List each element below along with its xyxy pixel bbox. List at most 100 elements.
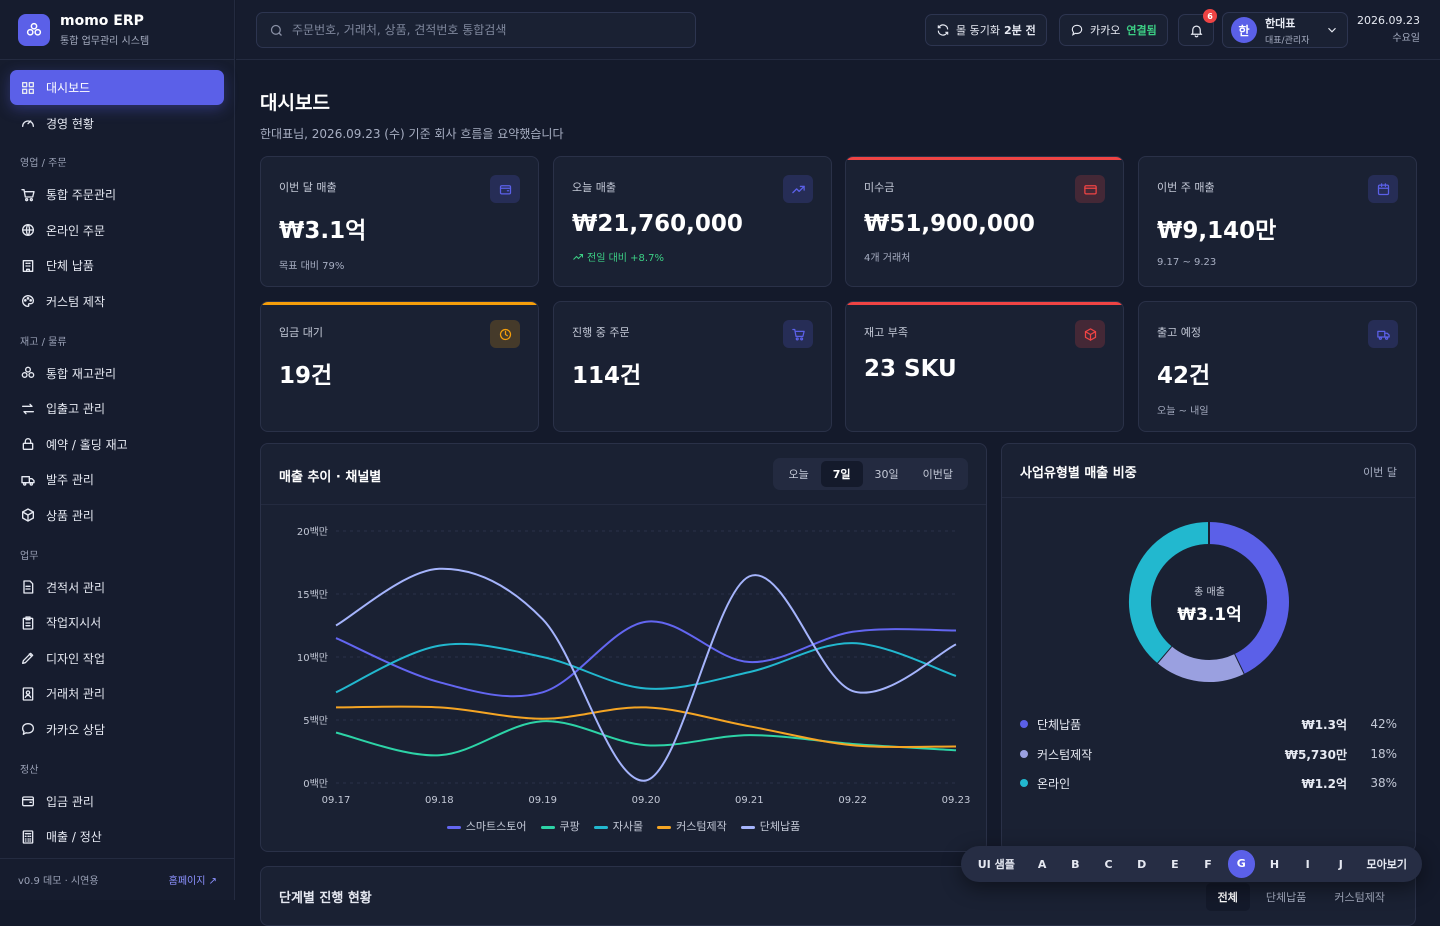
view-all-button[interactable]: 모아보기 [1366, 858, 1407, 871]
nav-item-label: 통합 재고관리 [46, 366, 117, 381]
nav-item[interactable]: 통합 주문관리 [10, 177, 224, 212]
kpi-card[interactable]: 이번 달 매출 ₩3.1억 목표 대비 79% [260, 156, 539, 287]
kpi-label: 이번 주 매출 [1157, 181, 1215, 194]
sample-letter-button[interactable]: H [1269, 857, 1280, 871]
kpi-icon-box [490, 320, 520, 348]
avatar: 한 [1231, 17, 1257, 43]
nav-item[interactable]: 커스텀 제작 [10, 284, 224, 319]
kpi-card[interactable]: 미수금 ₩51,900,000 4개 거래처 [845, 156, 1124, 287]
nav-item-1[interactable]: 경영 현황 [10, 106, 224, 141]
nav-item[interactable]: 발주 관리 [10, 462, 224, 497]
nav-item[interactable]: 거래처 관리 [10, 676, 224, 711]
kpi-label: 입금 대기 [279, 326, 323, 339]
legend-item[interactable]: 커스텀제작 [657, 818, 727, 834]
mix-row[interactable]: 커스텀제작 ₩5,730만 18% [1020, 744, 1397, 764]
legend-item[interactable]: 쿠팡 [540, 818, 580, 834]
legend-item[interactable]: 스마트스토어 [446, 818, 527, 834]
range-tab[interactable]: 오늘 [788, 468, 809, 481]
series-line-0[interactable] [335, 620, 957, 698]
series-line-4[interactable] [335, 567, 957, 782]
user-menu[interactable]: 한 한대표 대표/관리자 [1222, 12, 1348, 48]
kpi-sub: 오늘 ~ 내일 [1157, 402, 1398, 417]
stage-tab[interactable]: 전체 [1205, 883, 1250, 911]
range-selector: 오늘 7일 30일 이번달 [773, 458, 968, 490]
truck-icon [1376, 330, 1390, 340]
search-input[interactable] [292, 23, 672, 37]
nav-item[interactable]: 작업지시서 [10, 605, 224, 640]
nav-item[interactable]: 매출 / 정산 [10, 819, 224, 854]
donut-slice-0[interactable] [1208, 522, 1289, 675]
search-icon [270, 24, 282, 36]
kpi-card[interactable]: 재고 부족 23 SKU [845, 301, 1124, 432]
kpi-value: ₩21,760,000 [572, 211, 743, 237]
series-line-2[interactable] [335, 642, 957, 694]
nav-item-label: 단체 납품 [46, 259, 94, 274]
sample-letter-button[interactable]: I [1305, 857, 1310, 871]
nav-item-label: 온라인 주문 [46, 223, 106, 238]
range-tab[interactable]: 30일 [874, 468, 899, 481]
kpi-value: ₩51,900,000 [864, 211, 1035, 237]
series-line-1[interactable] [335, 720, 957, 757]
kpi-card[interactable]: 진행 중 주문 114건 [553, 301, 832, 432]
mix-row[interactable]: 단체납품 ₩1.3억 42% [1020, 714, 1397, 734]
nav-item[interactable]: 견적서 관리 [10, 570, 224, 605]
legend-label: 단체납품 [759, 820, 801, 833]
brand[interactable]: momo ERP 통합 업무관리 시스템 [0, 0, 234, 60]
x-tick-label: 09.20 [632, 795, 661, 806]
range-tab[interactable]: 7일 [820, 461, 863, 487]
legend-swatch [540, 825, 555, 829]
wallet-icon [499, 184, 511, 194]
kpi-card[interactable]: 이번 주 매출 ₩9,140만 9.17 ~ 9.23 [1138, 156, 1417, 287]
nav-item[interactable]: 상품 관리 [10, 498, 224, 533]
nav-item[interactable]: 예약 / 홀딩 재고 [10, 427, 224, 462]
sample-letter-button[interactable]: A [1037, 857, 1047, 871]
sample-letter-button[interactable]: J [1338, 857, 1343, 871]
nav-item-label: 커스텀 제작 [46, 294, 106, 309]
nav-item[interactable]: 디자인 작업 [10, 641, 224, 676]
kpi-card[interactable]: 오늘 매출 ₩21,760,000 전일 대비 +8.7% [553, 156, 832, 287]
legend-item[interactable]: 자사몰 [593, 818, 643, 834]
x-tick-label: 09.19 [528, 795, 557, 806]
legend-item[interactable]: 단체납품 [740, 818, 801, 834]
nav-item-label: 통합 주문관리 [46, 188, 117, 203]
sample-letter-button[interactable]: F [1204, 857, 1212, 871]
series-line-3[interactable] [335, 705, 957, 749]
sample-letter-button[interactable]: E [1171, 857, 1179, 871]
nav-item[interactable]: 카카오 상담 [10, 712, 224, 747]
clipboard-icon [22, 615, 34, 630]
range-tab[interactable]: 이번달 [922, 468, 953, 481]
brand-name: momo ERP [60, 12, 144, 29]
donut-slice-2[interactable] [1129, 522, 1210, 663]
kpi-sub-text: 목표 대비 79% [279, 261, 345, 272]
nav-item[interactable]: 통합 재고관리 [10, 356, 224, 391]
nav-item[interactable]: 입금 관리 [10, 784, 224, 819]
nav-item[interactable]: 온라인 주문 [10, 213, 224, 248]
search-box[interactable] [256, 12, 696, 48]
kpi-accent-bar [261, 302, 538, 305]
kakao-button[interactable]: 카카오 연결됨 [1059, 14, 1168, 46]
mix-row[interactable]: 온라인 ₩1.2억 38% [1020, 773, 1397, 793]
mix-percent: 42% [1370, 717, 1397, 731]
current-date: 2026.09.23 수요일 [1357, 14, 1420, 44]
ui-sample-switcher: UI 샘플 A B C D E F G H I J 모아보기 [961, 846, 1422, 882]
sample-letter-button[interactable]: B [1071, 857, 1080, 871]
lock-icon [22, 438, 34, 451]
kpi-card[interactable]: 입금 대기 19건 [260, 301, 539, 432]
notification-button[interactable]: 6 [1178, 9, 1217, 46]
truck-icon [21, 475, 35, 486]
nav-item[interactable]: 단체 납품 [10, 248, 224, 283]
kpi-card[interactable]: 출고 예정 42건 오늘 ~ 내일 [1138, 301, 1417, 432]
sample-letter-button[interactable]: D [1137, 857, 1147, 871]
cart-icon [791, 328, 805, 340]
stage-tab[interactable]: 단체납품 [1265, 891, 1307, 904]
donut-slice-1[interactable] [1157, 645, 1244, 682]
trend-up-icon [573, 254, 583, 260]
stage-tab[interactable]: 커스텀제작 [1334, 891, 1385, 904]
sample-letter-button[interactable]: G [1227, 850, 1255, 878]
legend-swatch [740, 825, 755, 829]
nav-item-0[interactable]: 대시보드 [10, 70, 224, 105]
sample-letter-button[interactable]: C [1104, 857, 1113, 871]
homepage-link[interactable]: 홈페이지 ↗ [168, 876, 217, 887]
mall-sync-button[interactable]: 몰 동기화 2분 전 [925, 14, 1047, 46]
nav-item[interactable]: 입출고 관리 [10, 391, 224, 426]
